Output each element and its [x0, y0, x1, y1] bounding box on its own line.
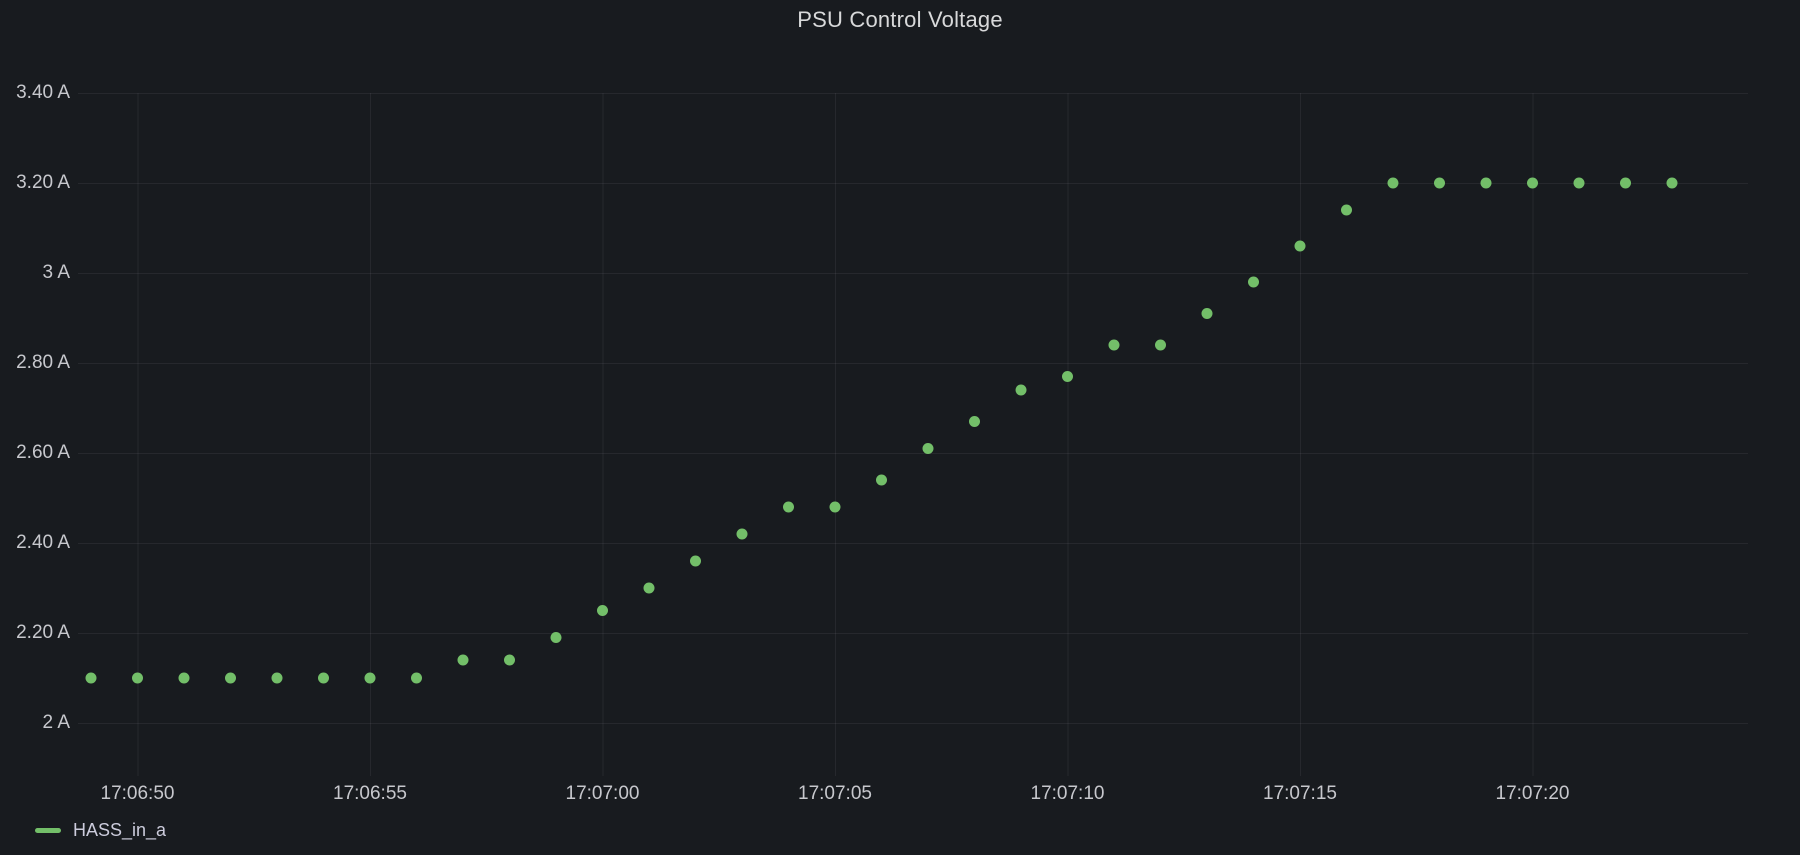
- data-point[interactable]: [690, 555, 701, 567]
- data-point[interactable]: [318, 672, 329, 684]
- data-point[interactable]: [1620, 177, 1631, 189]
- data-point[interactable]: [504, 654, 515, 666]
- data-point[interactable]: [225, 672, 236, 684]
- data-point[interactable]: [1387, 177, 1399, 189]
- legend: HASS_in_a: [35, 819, 166, 841]
- data-point[interactable]: [85, 672, 97, 684]
- data-point[interactable]: [1341, 204, 1352, 216]
- data-point[interactable]: [364, 672, 376, 684]
- data-point[interactable]: [132, 672, 143, 684]
- data-point[interactable]: [1527, 177, 1538, 189]
- data-point[interactable]: [1573, 177, 1585, 189]
- legend-series-swatch[interactable]: [35, 827, 61, 833]
- data-point[interactable]: [178, 672, 190, 684]
- legend-series-label[interactable]: HASS_in_a: [73, 819, 167, 840]
- data-point[interactable]: [969, 416, 980, 427]
- data-point[interactable]: [736, 528, 748, 540]
- data-point[interactable]: [1480, 177, 1492, 189]
- data-point[interactable]: [783, 501, 794, 513]
- data-point[interactable]: [876, 474, 887, 486]
- data-point[interactable]: [1248, 276, 1259, 288]
- data-point[interactable]: [1062, 371, 1073, 382]
- data-point[interactable]: [1015, 384, 1027, 396]
- data-point[interactable]: [1666, 177, 1678, 189]
- data-point[interactable]: [922, 443, 934, 454]
- data-point[interactable]: [271, 672, 283, 684]
- data-point[interactable]: [1294, 240, 1306, 252]
- data-point[interactable]: [411, 672, 422, 684]
- data-point[interactable]: [1108, 339, 1120, 351]
- data-point[interactable]: [1155, 339, 1166, 351]
- data-point[interactable]: [457, 654, 469, 666]
- data-point[interactable]: [643, 582, 655, 594]
- panel-title[interactable]: PSU Control Voltage: [797, 7, 1003, 32]
- data-point[interactable]: [597, 605, 608, 616]
- data-point[interactable]: [550, 632, 562, 643]
- data-point[interactable]: [1201, 308, 1213, 319]
- data-point[interactable]: [829, 501, 841, 513]
- data-point[interactable]: [1434, 177, 1445, 189]
